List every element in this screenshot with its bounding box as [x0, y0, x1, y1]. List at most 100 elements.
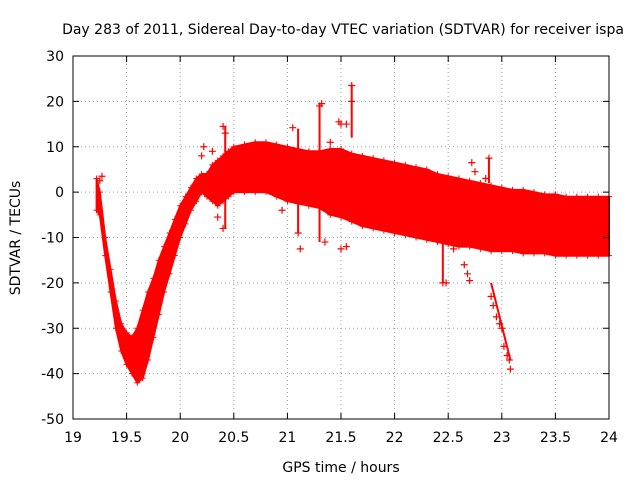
band-edge-marker [338, 214, 344, 221]
x-tick-label: 23 [493, 430, 511, 446]
band-edge-marker [177, 202, 184, 209]
data-point-marker [468, 159, 476, 167]
band-edge-marker [96, 189, 103, 196]
y-tick-label: 10 [46, 140, 64, 156]
band-edge-marker [193, 198, 200, 205]
band-edge-marker [498, 248, 505, 255]
band-edge-marker [488, 248, 495, 255]
band-edge-marker [225, 193, 232, 200]
band-edge-marker [166, 270, 173, 277]
data-point-marker [348, 81, 356, 89]
data-point-marker [485, 154, 493, 162]
band-edge-marker [563, 193, 570, 200]
band-edge-marker [112, 325, 119, 332]
data-point-marker [318, 100, 326, 108]
data-point-marker [463, 270, 471, 278]
band-edge-marker [182, 220, 189, 227]
band-edge-marker [573, 193, 580, 200]
data-point-marker [348, 97, 356, 105]
band-edge-marker [488, 182, 495, 189]
band-edge-marker [171, 216, 178, 223]
band-edge-marker [128, 334, 135, 341]
band-edge-marker [252, 189, 259, 196]
data-point-marker [278, 206, 286, 214]
band-edge-marker [155, 257, 162, 264]
band-edge-marker [552, 191, 559, 198]
band-edge-marker [139, 375, 146, 382]
data-point-marker [503, 351, 511, 359]
band-edge-marker [466, 243, 473, 250]
band-edge-marker [102, 252, 109, 259]
band-edge-marker [123, 361, 130, 368]
data-point-marker [96, 177, 104, 185]
data-point-marker [505, 356, 513, 364]
data-point-marker [198, 152, 206, 160]
band-edge-marker [118, 320, 125, 327]
data-point-marker [289, 124, 297, 132]
data-point-marker [450, 245, 458, 253]
data-point-marker [321, 238, 329, 246]
band-edge-marker [584, 252, 591, 259]
data-point-marker [200, 143, 208, 151]
band-edge-marker [530, 250, 537, 257]
chart-title: Day 283 of 2011, Sidereal Day-to-day VTE… [62, 22, 624, 38]
band-edge-marker [380, 157, 387, 164]
band-edge-marker [370, 225, 377, 232]
band-edge-marker [305, 148, 312, 155]
band-edge-marker [230, 189, 237, 196]
band-edge-marker [118, 347, 125, 354]
data-point-marker [487, 292, 495, 300]
band-edge-marker [161, 288, 168, 295]
data-point-marker [482, 175, 490, 183]
data-point-marker [466, 277, 474, 285]
band-edge-marker [509, 186, 516, 193]
data-point-marker [296, 245, 304, 253]
band-edge-marker [139, 307, 146, 314]
band-edge-marker [166, 229, 173, 236]
band-edge-marker [112, 298, 119, 305]
data-point-marker [342, 243, 350, 251]
band-edge-marker [434, 170, 441, 177]
y-tick-label: 20 [46, 94, 64, 110]
data-point-marker [460, 261, 468, 269]
band-edge-marker [391, 159, 398, 166]
band-edge-marker [327, 211, 334, 218]
band-edge-marker [187, 184, 194, 191]
x-tick-label: 21.5 [325, 430, 356, 446]
band-edge-marker [204, 193, 210, 200]
band-edge-marker [552, 252, 559, 259]
band-edge-marker [107, 266, 114, 273]
band-edge-marker [402, 161, 409, 168]
band-edge-marker [348, 218, 355, 225]
band-edge-marker [520, 250, 527, 257]
band-edge-marker [155, 311, 162, 318]
y-tick-label: -30 [41, 321, 64, 337]
band-edge-marker [348, 150, 355, 157]
data-point-marker [221, 129, 229, 137]
band-edge-marker [284, 198, 291, 205]
band-edge-marker [573, 252, 580, 259]
band-edge-marker [107, 288, 114, 295]
data-point-marker [506, 365, 514, 373]
band-edge-marker [359, 223, 366, 230]
data-point-marker [98, 172, 106, 180]
band-edge-marker [466, 177, 473, 184]
data-point-marker [471, 168, 479, 176]
band-edge-marker [262, 189, 269, 196]
x-tick-label: 22.5 [433, 430, 464, 446]
band-edge-marker [284, 143, 291, 150]
band-edge-marker [134, 379, 141, 386]
band-edge-marker [595, 193, 602, 200]
band-edge-marker [187, 207, 194, 214]
band-edge-marker [230, 143, 237, 150]
x-tick-label: 20.5 [218, 430, 249, 446]
band-edge-marker [134, 325, 141, 332]
x-tick-label: 19.5 [111, 430, 142, 446]
band-edge-marker [338, 146, 344, 153]
band-edge-marker [241, 141, 248, 148]
data-point-marker [219, 224, 227, 232]
x-tick-label: 23.5 [540, 430, 571, 446]
y-axis-label: SDTVAR / TECUs [8, 181, 24, 296]
band-edge-marker [161, 243, 168, 250]
